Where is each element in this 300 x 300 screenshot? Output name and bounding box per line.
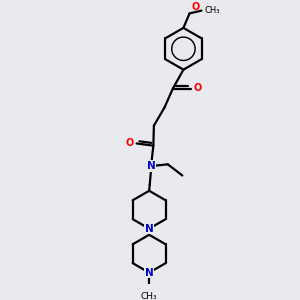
Text: N: N	[147, 161, 155, 171]
Text: N: N	[145, 224, 154, 234]
Text: N: N	[145, 268, 154, 278]
Text: O: O	[194, 83, 202, 93]
Text: O: O	[125, 138, 133, 148]
Text: O: O	[191, 2, 200, 12]
Text: CH₃: CH₃	[204, 6, 220, 15]
Text: CH₃: CH₃	[141, 292, 158, 300]
